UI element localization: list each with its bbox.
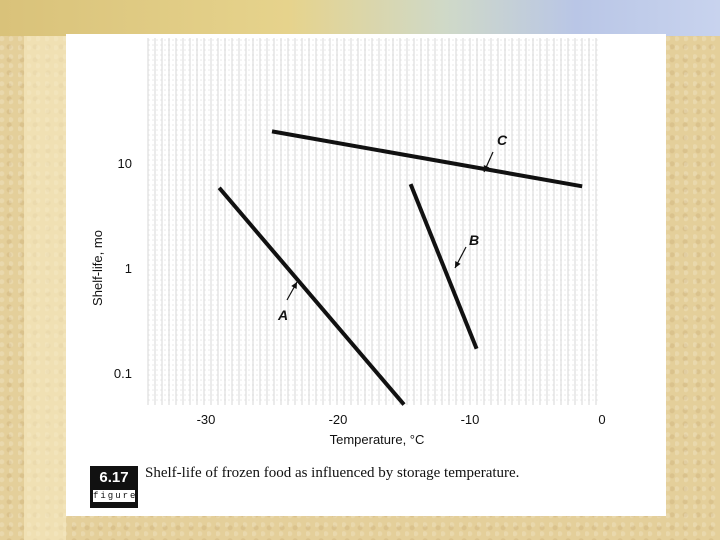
- pointer-arrowhead-a: [291, 282, 297, 289]
- pointer-arrowhead-c: [483, 165, 490, 172]
- series-annotations: C B A: [277, 132, 508, 323]
- x-tick-label: -30: [197, 412, 216, 427]
- x-tick-label: -10: [461, 412, 480, 427]
- axis-ticks: -30 -20 -10 0 0.1 1 10: [114, 156, 606, 427]
- y-tick-label: 10: [118, 156, 132, 171]
- series-lines: [217, 129, 583, 406]
- grid-texture: [147, 38, 600, 405]
- series-label-a: A: [277, 307, 288, 323]
- pointer-arrowhead-b: [455, 261, 461, 268]
- background-top-band: [0, 0, 720, 36]
- figure-word: figure: [93, 490, 138, 502]
- series-line-a: [217, 186, 406, 406]
- series-line-b: [408, 183, 479, 350]
- figure-number: 6.17: [99, 469, 129, 486]
- series-label-b: B: [469, 232, 479, 248]
- background-left-stripe: [24, 36, 66, 540]
- x-tick-label: -20: [329, 412, 348, 427]
- x-tick-label: 0: [598, 412, 605, 427]
- x-axis-label: Temperature, °C: [330, 432, 425, 447]
- y-axis-label: Shelf-life, mo: [90, 230, 105, 306]
- series-line-c: [271, 129, 583, 189]
- y-tick-label: 0.1: [114, 366, 132, 381]
- figure-caption: Shelf-life of frozen food as influenced …: [145, 465, 520, 481]
- figure-number-box: 6.17 figure: [90, 466, 138, 508]
- series-label-c: C: [497, 132, 508, 148]
- y-tick-label: 1: [125, 261, 132, 276]
